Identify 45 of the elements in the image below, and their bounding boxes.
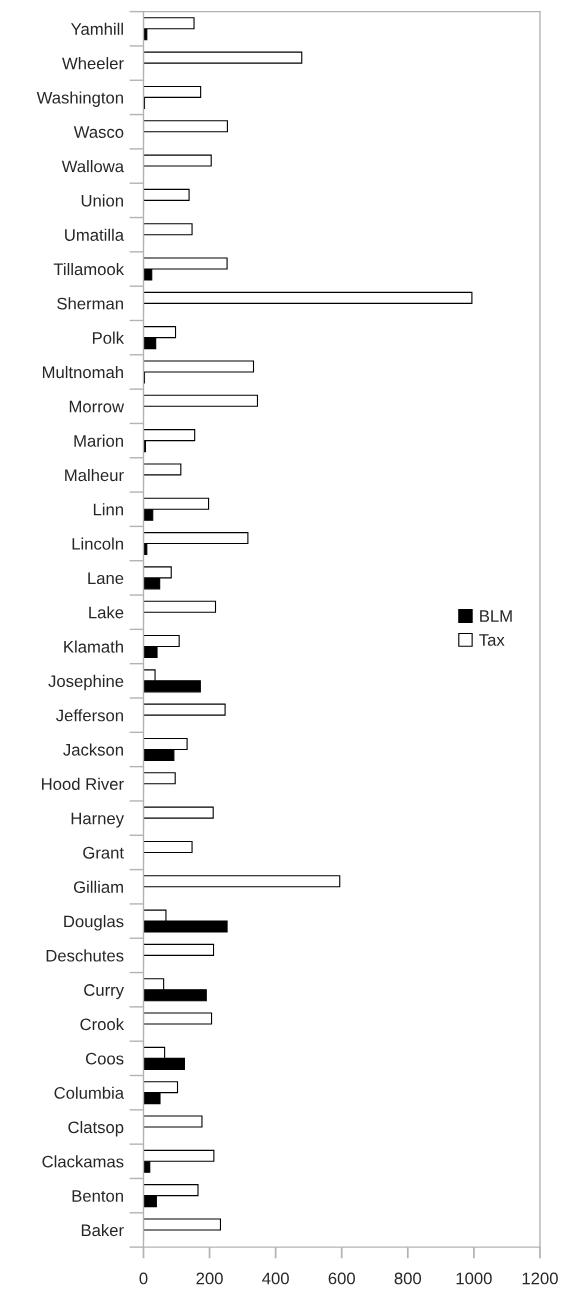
y-tick-label: Grant <box>83 846 124 859</box>
y-tick-label: Lake <box>89 606 124 619</box>
y-tick-label: Jackson <box>63 743 123 756</box>
legend-label: Tax <box>479 634 505 646</box>
y-tick-label: Lane <box>88 572 124 585</box>
y-tick-label: Tillamook <box>53 262 125 276</box>
y-tick-label: Clackamas <box>42 1155 124 1168</box>
y-tick-label: Union <box>81 194 123 207</box>
x-tick-label: 1200 <box>522 1272 558 1285</box>
y-tick-label: Marion <box>74 434 123 447</box>
y-tick-label: Coos <box>85 1052 124 1065</box>
y-tick-label: Wallowa <box>61 160 125 173</box>
x-tick-label: 400 <box>262 1272 289 1285</box>
y-tick-label: Malheur <box>65 468 124 482</box>
y-tick-label: Hood River <box>42 777 124 790</box>
y-tick-label: Baker <box>81 1223 124 1237</box>
y-tick-label: Sherman <box>57 297 123 310</box>
x-tick-label: 1000 <box>456 1272 492 1285</box>
x-tick-label: 200 <box>196 1272 223 1285</box>
y-tick-label: Curry <box>84 984 125 1000</box>
y-tick-label: Josephine <box>48 674 124 691</box>
y-tick-label: Gilliam <box>73 880 123 893</box>
x-tick-label: 800 <box>394 1272 422 1285</box>
y-tick-label: Harney <box>71 812 125 828</box>
y-tick-label: Wasco <box>73 126 124 138</box>
y-tick-label: Jefferson <box>56 709 123 722</box>
x-tick-label: 600 <box>328 1272 355 1285</box>
y-tick-label: Crook <box>80 1017 125 1031</box>
legend-label: BLM <box>480 610 512 622</box>
y-tick-label: Washington <box>36 91 123 107</box>
y-tick-label: Benton <box>72 1190 123 1202</box>
y-tick-label: Morrow <box>69 400 125 413</box>
y-tick-label: Wheeler <box>62 57 124 70</box>
y-tick-label: Multnomah <box>42 365 123 379</box>
y-tick-label: Klamath <box>64 640 123 653</box>
y-tick-label: Polk <box>92 331 125 344</box>
y-tick-label: Deschutes <box>46 949 124 962</box>
y-tick-label: Umatilla <box>65 228 125 241</box>
y-tick-label: Columbia <box>54 1086 125 1099</box>
y-tick-label: Yamhill <box>70 22 123 35</box>
y-tick-label: Douglas <box>64 915 124 931</box>
y-tick-label: Lincoln <box>72 537 123 550</box>
y-tick-label: Linn <box>93 503 123 516</box>
x-tick-label: 0 <box>139 1272 148 1285</box>
y-tick-label: Clatsop <box>68 1120 124 1137</box>
